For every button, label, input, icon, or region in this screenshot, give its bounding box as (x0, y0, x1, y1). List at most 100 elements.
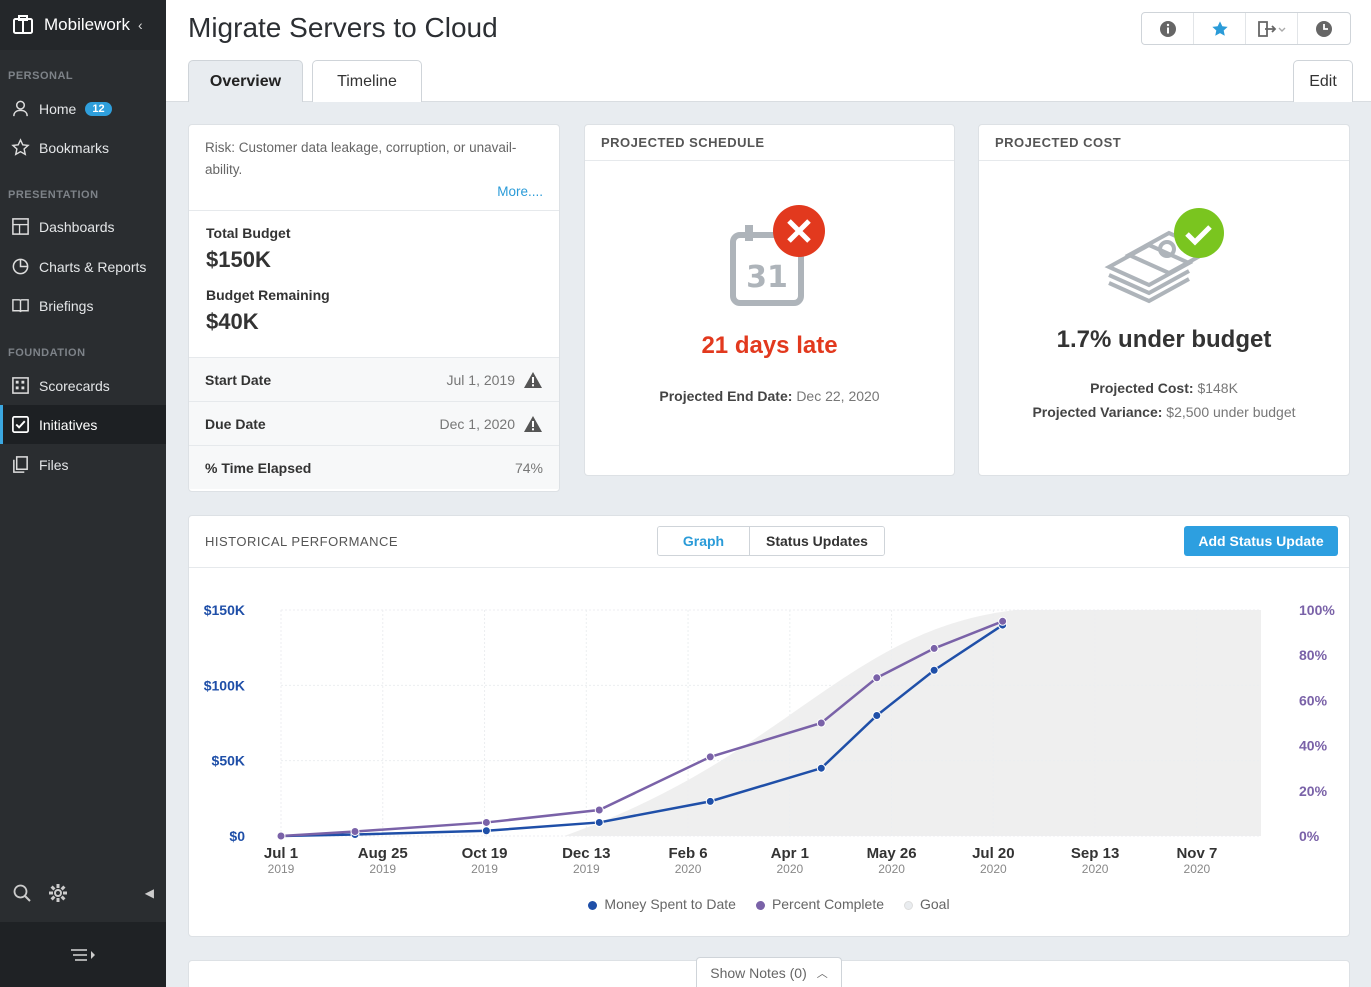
left-axis-tick: $150K (204, 602, 245, 618)
x-axis-tick: Dec 13 (562, 845, 610, 862)
legend-label: Percent Complete (771, 896, 884, 912)
x-axis-tick: Oct 19 (462, 845, 508, 862)
budget-remaining-value: $40K (206, 309, 259, 334)
sidebar-item-dashboards[interactable]: Dashboards (0, 207, 166, 246)
info-icon (1159, 20, 1176, 37)
briefcase-icon (13, 15, 33, 34)
left-axis-tick: $0 (229, 828, 245, 844)
header-toolbar (1141, 12, 1351, 45)
sidebar-item-home[interactable]: Home 12 (0, 89, 166, 128)
money-ok-icon (1104, 208, 1224, 304)
sidebar-item-briefings[interactable]: Briefings (0, 286, 166, 325)
start-date-value: Jul 1, 2019 (446, 371, 516, 388)
edit-button[interactable]: Edit (1293, 60, 1353, 102)
time-elapsed-label: % Time Elapsed (205, 459, 312, 476)
data-point (705, 752, 715, 762)
export-button[interactable] (1246, 13, 1298, 44)
sidebar-item-scorecards[interactable]: Scorecards (0, 366, 166, 405)
projected-cost-card: PROJECTED COST 1.7% under budget Project… (978, 124, 1350, 476)
add-status-update-button[interactable]: Add Status Update (1184, 526, 1338, 556)
collapse-sidebar-icon[interactable]: ◀ (144, 886, 154, 900)
clock-icon (1316, 20, 1332, 37)
right-axis-tick: 40% (1299, 738, 1328, 754)
chevron-left-icon[interactable]: ‹ (138, 17, 143, 33)
gear-icon[interactable] (48, 883, 68, 903)
search-icon[interactable] (12, 883, 32, 903)
projected-schedule-card: PROJECTED SCHEDULE 31 21 days late Proje… (584, 124, 955, 476)
right-axis-tick: 100% (1299, 602, 1335, 618)
projected-cost: Projected Cost: $148K (979, 380, 1349, 396)
star-icon (11, 138, 30, 156)
x-axis-tick: Apr 1 (771, 845, 809, 862)
sidebar-item-charts-reports[interactable]: Charts & Reports (0, 247, 166, 286)
app-header[interactable]: Mobilework ‹ (0, 0, 166, 50)
goal-area (564, 610, 1261, 836)
x-axis-tick: Sep 13 (1071, 845, 1119, 862)
info-button[interactable] (1142, 13, 1194, 44)
x-axis-tick: Nov 7 (1176, 845, 1217, 862)
data-point (929, 643, 939, 653)
legend-goal[interactable]: Goal (904, 896, 950, 912)
budget-remaining-label: Budget Remaining (206, 287, 330, 303)
sidebar-item-bookmarks[interactable]: Bookmarks (0, 128, 166, 167)
due-date-label: Due Date (205, 415, 266, 432)
risk-section: Risk: Customer data leakage, corruption,… (189, 125, 559, 211)
right-axis-tick: 60% (1299, 692, 1328, 708)
history-button[interactable] (1298, 13, 1350, 44)
data-point (929, 665, 939, 675)
projected-variance-value: $2,500 under budget (1166, 404, 1296, 420)
sidebar-item-label: Bookmarks (39, 139, 110, 156)
x-axis-tick: Jul 1 (264, 845, 298, 862)
card-title: HISTORICAL PERFORMANCE (205, 534, 399, 549)
warning-icon[interactable] (523, 371, 543, 389)
bookmark-button[interactable] (1194, 13, 1246, 44)
legend-label: Money Spent to Date (604, 896, 736, 912)
calendar-day: 31 (746, 260, 788, 295)
legend-swatch (588, 900, 598, 910)
user-icon (13, 100, 28, 117)
due-date-value: Dec 1, 2020 (439, 415, 516, 432)
tab-timeline[interactable]: Timeline (312, 60, 422, 102)
show-notes-label: Show Notes (0) (710, 964, 807, 981)
chevron-up-icon: ︿ (816, 967, 828, 980)
files-icon (13, 456, 28, 473)
tab-overview[interactable]: Overview (188, 60, 303, 102)
legend-money[interactable]: Money Spent to Date (588, 896, 736, 912)
calendar-late-icon: 31 (729, 205, 825, 306)
legend-swatch (755, 900, 765, 910)
history-header: HISTORICAL PERFORMANCE Graph Status Upda… (189, 516, 1349, 568)
data-point (481, 826, 491, 836)
right-axis-tick: 20% (1299, 783, 1328, 799)
sidebar-footer: ◀ (0, 870, 166, 916)
sidebar-item-label: Files (39, 456, 69, 473)
export-icon (1257, 20, 1285, 37)
x-axis-year: 2019 (573, 862, 600, 876)
sidebar-item-label: Charts & Reports (39, 258, 147, 275)
status-updates-toggle[interactable]: Status Updates (750, 527, 884, 555)
more-link[interactable]: More.... (497, 184, 543, 199)
menu-icon[interactable] (67, 946, 99, 964)
left-axis-tick: $100K (204, 677, 245, 693)
sidebar-item-label: Home (39, 100, 77, 117)
dashboard-icon (12, 218, 29, 235)
right-axis-tick: 80% (1299, 647, 1328, 663)
data-point (276, 831, 286, 841)
sidebar-item-initiatives[interactable]: Initiatives (0, 405, 166, 444)
projected-end-value: Dec 22, 2020 (796, 388, 880, 404)
start-date-row: Start Date Jul 1, 2019 (189, 357, 559, 401)
legend-percent[interactable]: Percent Complete (755, 896, 884, 912)
show-notes-button[interactable]: Show Notes (0) ︿ (696, 957, 842, 987)
x-axis-tick: Aug 25 (358, 845, 408, 862)
risk-text: Risk: Customer data leakage, corruption,… (205, 140, 517, 177)
page-header: Migrate Servers to Cloud Overview Timeli… (166, 0, 1371, 102)
section-presentation: PRESENTATION (8, 189, 99, 201)
sidebar: Mobilework ‹ PERSONAL Home 12 Bookmarks … (0, 0, 166, 987)
historical-performance-card: HISTORICAL PERFORMANCE Graph Status Upda… (188, 515, 1350, 937)
graph-toggle[interactable]: Graph (658, 527, 750, 555)
sidebar-item-files[interactable]: Files (0, 445, 166, 484)
total-budget-label: Total Budget (206, 225, 291, 241)
legend-label: Goal (920, 896, 950, 912)
right-axis-tick: 0% (1299, 828, 1320, 844)
warning-icon[interactable] (523, 415, 543, 433)
